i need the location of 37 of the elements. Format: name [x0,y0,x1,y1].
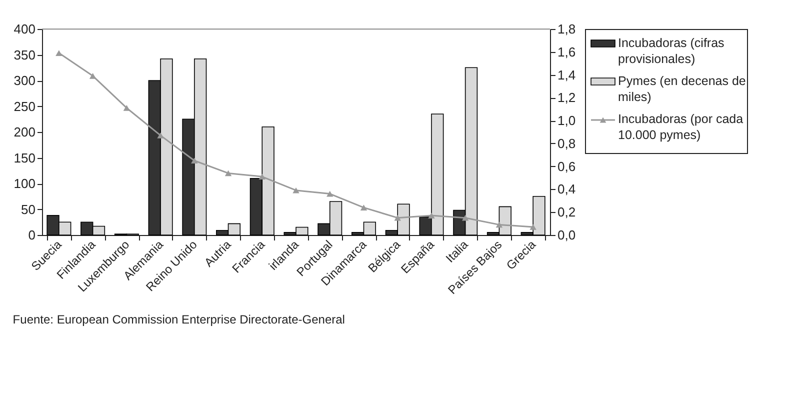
point [530,224,536,230]
legend-label: Pymes (en decenas de miles) [618,74,746,104]
y-tick-label: 150 [14,150,36,166]
y-tick-label: 0 [28,228,36,242]
y-tick-label: 100 [14,176,36,191]
y-tick-label: 400 [14,22,36,36]
point [462,214,469,221]
y2-tick-label: 0,0 [558,228,576,242]
point [157,132,164,138]
legend-label: Incubadoras (cifras provisionales) [618,36,724,66]
source-note: Fuente: European Commission Enterprise Directorate-General [12,312,345,326]
y2-tick-label: 0,8 [558,136,576,151]
y-tick-label: 250 [14,98,36,114]
y2-tick-label: 0,6 [558,158,576,174]
y2-tick-label: 0,2 [558,204,576,220]
y2-tick-label: 1,8 [558,22,576,36]
y2-tick-label: 1,4 [558,67,576,82]
y-tick-label: 200 [14,124,36,140]
y2-tick-label: 1,6 [558,44,576,60]
point [394,214,401,221]
y2-tick-label: 0,4 [558,182,576,197]
y2-tick-label: 1,0 [558,113,576,128]
point [360,204,368,210]
y2-tick-label: 1,2 [558,90,576,106]
point [191,158,198,164]
point [56,50,62,56]
point [224,170,232,176]
point [326,190,334,197]
y-tick-label: 300 [14,73,36,88]
point [89,73,96,79]
point [292,187,300,194]
point [258,174,266,180]
point [496,222,503,228]
legend-label: Incubadoras (por cada 10.000 pymes) [618,112,744,142]
y-tick-label: 350 [14,47,36,62]
y-tick-label: 50 [21,202,36,217]
point [428,212,435,218]
